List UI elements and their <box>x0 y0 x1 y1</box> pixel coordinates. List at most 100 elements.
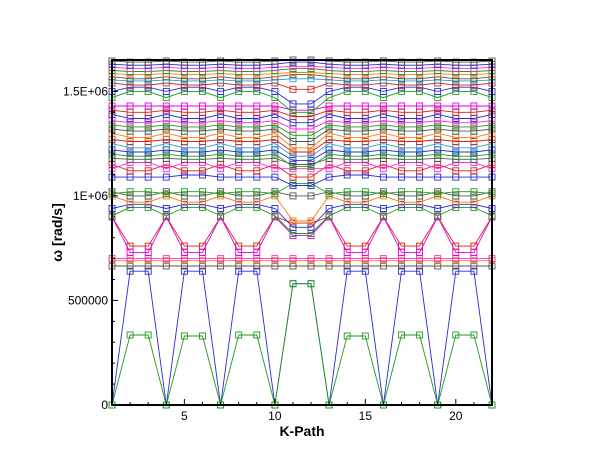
data-point <box>199 119 206 127</box>
data-point <box>379 190 387 198</box>
data-point <box>271 140 279 148</box>
data-point <box>217 150 225 158</box>
data-point <box>379 212 387 220</box>
data-point <box>217 110 225 118</box>
data-point <box>126 331 134 339</box>
data-point <box>180 138 188 145</box>
data-point <box>361 123 369 131</box>
data-point <box>271 255 279 263</box>
data-point <box>235 102 243 110</box>
data-point <box>144 188 152 196</box>
series-32-line <box>111 74 493 80</box>
x-tick-label: 5 <box>181 409 188 423</box>
data-point <box>434 173 442 181</box>
data-point <box>325 110 333 118</box>
data-point <box>361 188 369 196</box>
data-point <box>144 123 152 131</box>
data-point <box>253 148 261 156</box>
data-point <box>379 262 387 270</box>
data-point <box>180 192 188 200</box>
data-point <box>144 119 152 127</box>
data-point <box>434 262 442 270</box>
data-point <box>307 192 315 200</box>
data-point <box>126 127 134 135</box>
x-axis-title: K-Path <box>279 423 324 439</box>
data-point <box>307 217 315 225</box>
data-point <box>199 332 206 340</box>
data-point <box>361 138 369 145</box>
data-point <box>416 267 424 275</box>
series-28-line <box>111 90 493 113</box>
data-point <box>452 75 460 83</box>
data-point <box>325 125 333 133</box>
data-point <box>361 152 369 160</box>
data-point <box>398 167 405 175</box>
data-point <box>379 110 387 118</box>
data-point <box>325 255 333 263</box>
data-point <box>180 152 188 160</box>
x-tick-label: 15 <box>359 409 373 423</box>
series-36-line <box>111 61 493 66</box>
data-point <box>199 152 206 160</box>
data-point <box>126 119 134 127</box>
data-point <box>398 148 405 156</box>
data-point <box>398 127 405 135</box>
data-point <box>180 127 188 135</box>
data-point <box>271 129 279 137</box>
data-point <box>144 248 152 256</box>
series-1 <box>108 267 496 409</box>
series-15-line <box>111 162 493 170</box>
data-point <box>379 102 387 110</box>
data-point <box>379 87 387 95</box>
data-point <box>361 75 369 83</box>
data-point <box>217 125 225 133</box>
data-point <box>126 262 134 270</box>
data-point <box>307 173 315 181</box>
data-point <box>416 192 424 200</box>
series-8-line <box>111 206 493 234</box>
data-point <box>253 248 261 256</box>
data-point <box>307 100 315 108</box>
series-2-line <box>111 283 493 407</box>
data-point <box>289 280 297 288</box>
data-point <box>289 100 297 108</box>
data-point <box>144 262 152 270</box>
data-point <box>452 148 460 156</box>
series-26-line <box>111 109 493 117</box>
data-point <box>162 102 170 110</box>
data-point <box>126 192 134 200</box>
data-point <box>379 150 387 158</box>
data-point <box>379 255 387 263</box>
data-point <box>271 125 279 133</box>
data-point <box>343 123 351 131</box>
data-point <box>343 148 351 156</box>
data-point <box>325 129 333 137</box>
data-point <box>180 102 188 110</box>
data-point <box>416 262 424 270</box>
data-point <box>452 138 460 145</box>
data-point <box>126 152 134 160</box>
x-axis: 5 10 15 20 <box>111 399 493 423</box>
data-point <box>144 267 152 275</box>
data-point <box>398 331 405 339</box>
data-point <box>379 205 387 212</box>
data-point <box>470 123 478 131</box>
series-17-line <box>111 153 493 168</box>
data-point <box>416 127 424 135</box>
series-37 <box>108 56 496 66</box>
data-point <box>434 165 442 173</box>
data-point <box>162 150 170 158</box>
data-point <box>343 332 351 340</box>
y-tick-label: 500000 <box>68 293 108 307</box>
series-22 <box>108 125 496 145</box>
data-point <box>343 127 351 135</box>
data-point <box>144 331 152 339</box>
data-point <box>434 121 442 129</box>
data-point <box>452 119 460 127</box>
data-point <box>271 87 279 95</box>
data-point <box>452 188 460 196</box>
data-point <box>289 182 297 189</box>
data-point <box>162 110 170 118</box>
data-point <box>361 262 369 270</box>
